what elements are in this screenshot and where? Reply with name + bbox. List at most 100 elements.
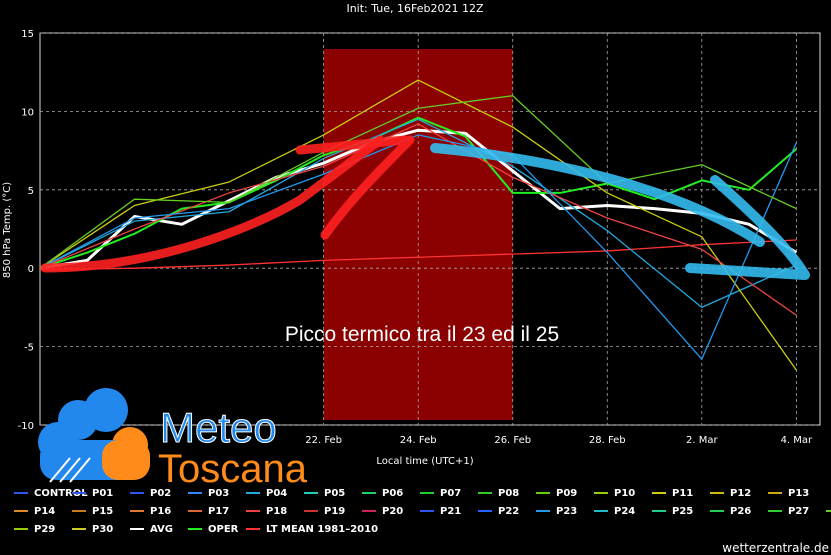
legend-swatch bbox=[246, 492, 260, 494]
logo: Meteo Toscana bbox=[38, 388, 308, 484]
watermark: wetterzentrale.de bbox=[722, 541, 829, 555]
legend-label: P17 bbox=[208, 505, 230, 517]
series-line-p04 bbox=[39, 118, 797, 309]
legend-label: P06 bbox=[382, 487, 404, 499]
legend-swatch bbox=[420, 510, 434, 512]
legend-label: P19 bbox=[324, 505, 346, 517]
x-tick-label: 4. Mar bbox=[781, 435, 813, 446]
legend-item: P23 bbox=[536, 502, 577, 520]
legend-item: P10 bbox=[594, 484, 635, 502]
legend-label: P15 bbox=[92, 505, 114, 517]
legend-label: P02 bbox=[150, 487, 172, 499]
legend-label: P20 bbox=[382, 505, 404, 517]
legend-label: P25 bbox=[672, 505, 694, 517]
series-layer bbox=[39, 79, 798, 371]
legend-label: P07 bbox=[440, 487, 462, 499]
legend-item: P29 bbox=[14, 520, 55, 538]
legend-item: P17 bbox=[188, 502, 229, 520]
y-tick-label: 10 bbox=[21, 107, 34, 118]
annotation-text: Picco termico tra il 23 ed il 25 bbox=[285, 323, 559, 346]
legend-swatch bbox=[594, 492, 608, 494]
legend-label: P05 bbox=[324, 487, 346, 499]
legend-swatch bbox=[304, 492, 318, 494]
legend-label: P21 bbox=[440, 505, 462, 517]
blue-arrow-upper bbox=[430, 143, 765, 247]
legend-item: P19 bbox=[304, 502, 345, 520]
y-tick-label: 5 bbox=[28, 186, 34, 197]
legend-item: P11 bbox=[652, 484, 693, 502]
series-line-p11 bbox=[39, 79, 797, 371]
legend-swatch bbox=[536, 510, 550, 512]
legend-item: P07 bbox=[420, 484, 461, 502]
legend-label: P03 bbox=[208, 487, 230, 499]
legend-swatch bbox=[304, 510, 318, 512]
series-line-lt-mean-1981-2010 bbox=[39, 239, 797, 271]
legend-swatch bbox=[14, 492, 28, 494]
legend-swatch bbox=[14, 528, 28, 530]
x-tick-label: 24. Feb bbox=[400, 435, 437, 446]
legend: CONTROL P01 P02 P03 P04 P05 P06 P07 P08 P09 P10 P11… bbox=[14, 484, 831, 538]
series-line-p18 bbox=[39, 123, 797, 316]
y-axis-label: 850 hPa Temp. (°C) bbox=[2, 182, 13, 278]
legend-item: P13 bbox=[768, 484, 809, 502]
y-tick-label: 0 bbox=[28, 264, 34, 275]
legend-item: P24 bbox=[594, 502, 635, 520]
legend-label: LT MEAN 1981–2010 bbox=[266, 523, 379, 535]
legend-swatch bbox=[768, 492, 782, 494]
legend-label: P22 bbox=[498, 505, 520, 517]
legend-item: P27 bbox=[768, 502, 809, 520]
legend-item: P18 bbox=[246, 502, 287, 520]
legend-swatch bbox=[768, 510, 782, 512]
legend-swatch bbox=[478, 492, 492, 494]
legend-item: CONTROL bbox=[14, 484, 88, 502]
legend-item: P03 bbox=[188, 484, 229, 502]
y-tick-label: -5 bbox=[24, 343, 34, 354]
legend-item: P04 bbox=[246, 484, 287, 502]
legend-swatch bbox=[246, 510, 260, 512]
legend-swatch bbox=[72, 510, 86, 512]
legend-item: P09 bbox=[536, 484, 577, 502]
legend-label: P10 bbox=[614, 487, 636, 499]
legend-item: LT MEAN 1981–2010 bbox=[246, 520, 378, 538]
legend-swatch bbox=[652, 492, 666, 494]
legend-label: P09 bbox=[556, 487, 578, 499]
legend-label: P18 bbox=[266, 505, 288, 517]
red-arrow-left bbox=[40, 135, 385, 273]
legend-swatch bbox=[188, 510, 202, 512]
legend-swatch bbox=[188, 492, 202, 494]
series-line-avg bbox=[39, 128, 798, 270]
legend-item: P16 bbox=[130, 502, 171, 520]
y-tick-label: -10 bbox=[18, 421, 34, 432]
legend-swatch bbox=[652, 510, 666, 512]
legend-row-3: P29 P30 AVG OPER LT MEAN 1981–2010 bbox=[14, 520, 824, 538]
legend-item: AVG bbox=[130, 520, 173, 538]
logo-line1: Meteo bbox=[160, 404, 277, 451]
legend-item: P02 bbox=[130, 484, 171, 502]
cloud-rain-logo-icon bbox=[38, 388, 150, 483]
legend-label: P23 bbox=[556, 505, 578, 517]
blue-arrow-lower bbox=[685, 175, 810, 280]
legend-swatch bbox=[478, 510, 492, 512]
legend-item: P21 bbox=[420, 502, 461, 520]
legend-label: OPER bbox=[208, 523, 239, 535]
legend-item: P30 bbox=[72, 520, 113, 538]
legend-label: P29 bbox=[34, 523, 56, 535]
legend-swatch bbox=[72, 492, 86, 494]
legend-swatch bbox=[130, 510, 144, 512]
legend-item: P05 bbox=[304, 484, 345, 502]
x-tick-label: 26. Feb bbox=[494, 435, 531, 446]
y-tick-label: 15 bbox=[21, 29, 34, 40]
legend-item: P20 bbox=[362, 502, 403, 520]
legend-label: P13 bbox=[788, 487, 810, 499]
legend-swatch bbox=[710, 492, 724, 494]
legend-row-1: CONTROL P01 P02 P03 P04 P05 P06 P07 P08 P09 P10 P11… bbox=[14, 484, 824, 502]
hand-drawn-arrows bbox=[40, 135, 810, 280]
legend-label: P14 bbox=[34, 505, 56, 517]
legend-item: P22 bbox=[478, 502, 519, 520]
legend-label: P30 bbox=[92, 523, 114, 535]
legend-swatch bbox=[362, 510, 376, 512]
x-tick-label: 2. Mar bbox=[686, 435, 718, 446]
legend-swatch bbox=[130, 492, 144, 494]
legend-label: P24 bbox=[614, 505, 636, 517]
legend-swatch bbox=[826, 510, 831, 512]
